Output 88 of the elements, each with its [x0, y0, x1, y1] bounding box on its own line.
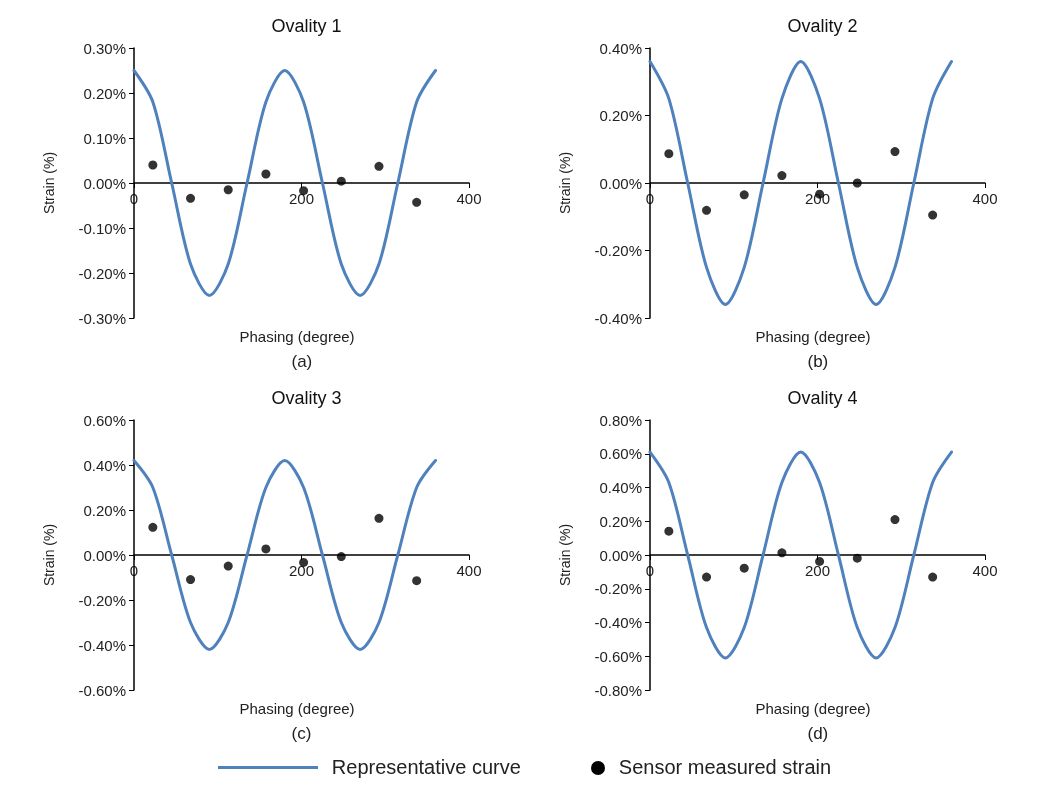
point: [664, 149, 674, 159]
point: [412, 197, 422, 207]
legend-label: Representative curve: [331, 756, 521, 779]
y-tick-label: 0.60%: [599, 445, 642, 463]
x-axis-title: Phasing (degree): [755, 328, 871, 345]
point: [186, 575, 196, 585]
point: [336, 552, 346, 562]
point: [374, 513, 384, 523]
point: [261, 544, 271, 554]
point: [852, 178, 862, 188]
y-tick-label: 0.80%: [599, 411, 642, 429]
y-tick-label: -0.60%: [78, 681, 126, 699]
y-tick-label: -0.40%: [594, 309, 642, 327]
point: [148, 160, 158, 170]
x-axis-title: Phasing (degree): [239, 700, 355, 717]
y-tick-label: 0.60%: [83, 411, 126, 429]
x-tick-label: 200: [804, 190, 831, 207]
point: [336, 176, 346, 186]
y-tick-label: -0.80%: [594, 681, 642, 699]
point: [374, 161, 384, 171]
x-tick-label: 400: [456, 190, 482, 207]
x-axis-title: Phasing (degree): [239, 328, 355, 345]
point: [299, 557, 309, 567]
y-tick-label: -0.20%: [594, 580, 642, 598]
x-axis-title: Phasing (degree): [755, 700, 871, 717]
y-tick-label: -0.40%: [594, 614, 642, 631]
point: [928, 572, 938, 582]
chart-title: Ovality 1: [271, 16, 342, 36]
point: [702, 572, 712, 582]
point: [261, 169, 271, 179]
y-axis-title: Strain (%): [557, 523, 573, 587]
y-axis-title: Strain (%): [41, 523, 57, 587]
x-tick-label: 400: [972, 190, 998, 207]
point: [664, 526, 674, 536]
point: [890, 515, 900, 525]
point: [852, 553, 862, 563]
y-tick-label: 0.20%: [599, 107, 642, 124]
x-tick-label: 400: [456, 562, 482, 579]
text: (d): [807, 724, 829, 743]
point: [777, 548, 787, 558]
x-tick-label: 200: [288, 190, 315, 207]
y-tick-label: 0.20%: [83, 84, 126, 102]
text: (c): [291, 724, 312, 743]
y-tick-label: 0.00%: [599, 546, 642, 564]
legend-label: Sensor measured strain: [618, 756, 832, 779]
point: [223, 185, 233, 195]
chart-title: Ovality 4: [787, 388, 858, 408]
y-tick-label: 0.40%: [83, 456, 126, 474]
y-tick-label: 0.00%: [83, 546, 126, 564]
y-tick-label: -0.20%: [78, 591, 126, 609]
y-axis-title: Strain (%): [557, 151, 573, 215]
y-tick-label: 0.20%: [83, 501, 126, 519]
point: [412, 576, 422, 586]
chart-title: Ovality 3: [271, 388, 342, 408]
point: [777, 171, 787, 181]
line-series: [648, 60, 953, 306]
chart-title: Ovality 2: [787, 16, 858, 36]
y-tick-label: -0.20%: [78, 264, 126, 282]
y-tick-label: 0.40%: [599, 39, 642, 57]
y-tick-label: -0.40%: [78, 636, 126, 654]
text: (a): [291, 352, 313, 371]
y-tick-label: -0.20%: [594, 242, 642, 259]
text: (b): [807, 352, 829, 371]
x-tick-label: 400: [972, 562, 998, 579]
point: [186, 193, 196, 203]
y-tick-label: 0.20%: [599, 512, 642, 530]
point: [739, 190, 749, 200]
point: [815, 556, 825, 566]
point: [148, 522, 158, 532]
point: [702, 205, 712, 215]
y-tick-label: 0.00%: [83, 174, 126, 192]
line-series: [132, 69, 437, 297]
line-series: [132, 459, 437, 651]
y-tick-label: 0.30%: [83, 39, 126, 57]
point: [223, 561, 233, 571]
y-tick-label: -0.10%: [78, 219, 126, 237]
y-tick-label: 0.40%: [599, 479, 642, 496]
line-series: [648, 450, 953, 660]
point: [890, 147, 900, 157]
x-tick-label: 200: [288, 562, 315, 579]
y-tick-label: 0.00%: [599, 174, 642, 192]
y-tick-label: -0.30%: [78, 309, 126, 327]
y-axis-title: Strain (%): [41, 151, 57, 215]
point: [928, 210, 938, 220]
y-tick-label: -0.60%: [594, 647, 642, 665]
y-tick-label: 0.10%: [83, 129, 126, 147]
point: [739, 563, 749, 573]
x-tick-label: 200: [804, 562, 831, 579]
